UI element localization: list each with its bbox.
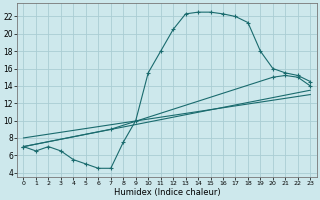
X-axis label: Humidex (Indice chaleur): Humidex (Indice chaleur) — [114, 188, 220, 197]
